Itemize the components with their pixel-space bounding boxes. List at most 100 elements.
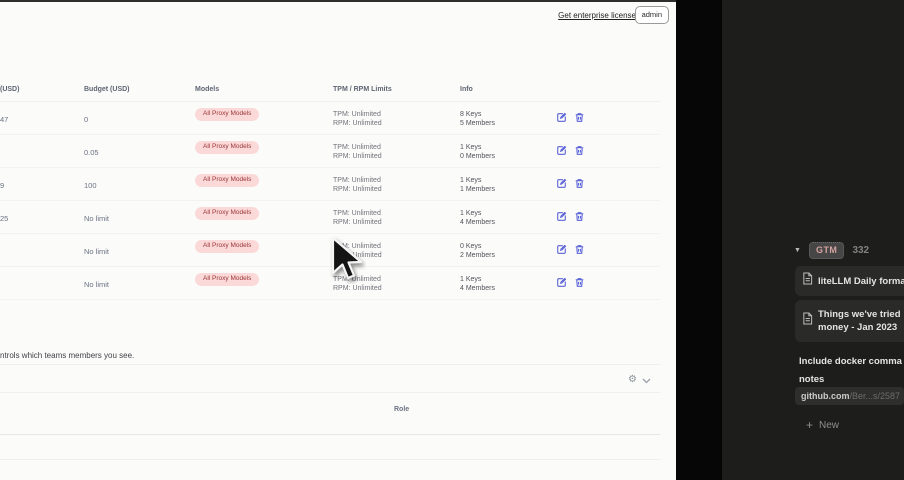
keys-count: 8 Keys: [460, 111, 482, 118]
role-column-header: Role: [394, 406, 410, 413]
note-title-line: Things we've tried: [818, 309, 901, 320]
models-cell: All Proxy Models: [195, 207, 320, 220]
row-actions: [556, 244, 600, 255]
models-cell: All Proxy Models: [195, 174, 320, 187]
note-title-line: money - Jan 2023: [818, 322, 898, 333]
limits-cell: TPM: Unlimited RPM: Unlimited: [333, 143, 448, 161]
budget-value: 100: [84, 181, 97, 190]
edit-team-icon[interactable]: [556, 244, 567, 255]
github-link[interactable]: github.com/Ber...s/2587: [795, 387, 904, 405]
models-badge: All Proxy Models: [195, 273, 260, 286]
delete-team-icon[interactable]: [574, 211, 585, 222]
row-actions: [556, 112, 600, 123]
notes-side-panel: ▼ GTM 332 liteLLM Daily forma Things we'…: [722, 0, 904, 480]
models-badge: All Proxy Models: [195, 141, 260, 154]
members-count: 4 Members: [460, 219, 496, 226]
table-row: No limit All Proxy Models TPM: Unlimited…: [0, 234, 660, 267]
admin-user-button[interactable]: admin: [634, 6, 669, 24]
info-cell: 8 Keys 5 Members: [460, 110, 550, 128]
models-cell: All Proxy Models: [195, 273, 320, 286]
column-header-limits: TPM / RPM Limits: [333, 86, 392, 93]
rpm-limit: RPM: Unlimited: [333, 219, 382, 226]
limits-cell: TPM: Unlimited RPM: Unlimited: [333, 110, 448, 128]
edit-team-icon[interactable]: [556, 178, 567, 189]
row-actions: [556, 178, 600, 189]
table-row: 47 0 All Proxy Models TPM: Unlimited RPM…: [0, 102, 660, 135]
edit-team-icon[interactable]: [556, 277, 567, 288]
table-row: 0.05 All Proxy Models TPM: Unlimited RPM…: [0, 135, 660, 168]
keys-count: 1 Keys: [460, 210, 482, 217]
limits-cell: TPM: Unlimited RPM: Unlimited: [333, 209, 448, 227]
gear-icon[interactable]: ⚙: [628, 374, 637, 385]
spend-value: 25: [0, 214, 9, 223]
collapse-triangle-icon[interactable]: ▼: [794, 247, 801, 254]
models-badge: All Proxy Models: [195, 108, 260, 121]
models-badge: All Proxy Models: [195, 174, 260, 187]
chevron-down-icon[interactable]: [642, 371, 651, 389]
tpm-limit: TPM: Unlimited: [333, 111, 381, 118]
dark-gap-strip: [676, 0, 722, 480]
tag-count: 332: [852, 245, 870, 256]
row-actions: [556, 145, 600, 156]
info-cell: 1 Keys 4 Members: [460, 209, 550, 227]
delete-team-icon[interactable]: [574, 178, 585, 189]
tpm-limit: TPM: Unlimited: [333, 276, 381, 283]
spend-value: 47: [0, 115, 9, 124]
edit-team-icon[interactable]: [556, 112, 567, 123]
limits-cell: TPM: Unlimited RPM: Unlimited: [333, 275, 448, 293]
document-icon: [802, 272, 813, 290]
rpm-limit: RPM: Unlimited: [333, 285, 382, 292]
info-cell: 1 Keys 1 Members: [460, 176, 550, 194]
table-row: No limit All Proxy Models TPM: Unlimited…: [0, 267, 660, 300]
edit-team-icon[interactable]: [556, 145, 567, 156]
models-cell: All Proxy Models: [195, 240, 320, 253]
rpm-limit: RPM: Unlimited: [333, 153, 382, 160]
enterprise-license-link[interactable]: Get enterprise license: [558, 11, 636, 20]
note-card[interactable]: Include docker comma notes: [799, 351, 904, 387]
tpm-limit: TPM: Unlimited: [333, 243, 381, 250]
note-card-title: Include docker comma notes: [799, 356, 902, 385]
delete-team-icon[interactable]: [574, 277, 585, 288]
rpm-limit: RPM: Unlimited: [333, 252, 382, 259]
budget-value: No limit: [84, 247, 110, 256]
info-cell: 1 Keys 0 Members: [460, 143, 550, 161]
plus-icon: +: [806, 418, 814, 432]
table-header-row: (USD) Budget (USD) Models TPM / RPM Limi…: [0, 77, 660, 102]
note-card[interactable]: Things we've tried money - Jan 2023: [795, 300, 904, 342]
divider: [0, 434, 660, 435]
row-actions: [556, 211, 600, 222]
rpm-limit: RPM: Unlimited: [333, 120, 382, 127]
column-header-models: Models: [195, 86, 220, 93]
table-settings-cluster: ⚙: [628, 371, 651, 389]
delete-team-icon[interactable]: [574, 145, 585, 156]
tpm-limit: TPM: Unlimited: [333, 177, 381, 184]
link-domain: github.com: [801, 391, 850, 401]
note-card[interactable]: liteLLM Daily forma: [795, 266, 904, 296]
link-path: /Ber...s/2587: [849, 391, 901, 401]
spend-value: 9: [0, 181, 5, 190]
members-count: 1 Members: [460, 186, 496, 193]
limits-cell: TPM: Unlimited RPM: Unlimited: [333, 176, 448, 194]
divider: [0, 392, 660, 393]
edit-team-icon[interactable]: [556, 211, 567, 222]
budget-value: No limit: [84, 280, 110, 289]
column-header-spend: (USD): [0, 86, 20, 93]
table-row: 25 No limit All Proxy Models TPM: Unlimi…: [0, 201, 660, 234]
new-button-label: New: [819, 419, 840, 431]
delete-team-icon[interactable]: [574, 112, 585, 123]
note-title-line: Include docker comma: [799, 356, 902, 367]
role-note-text: ntrols which teams members you see.: [0, 351, 135, 360]
note-card-title: Things we've tried money - Jan 2023: [818, 308, 901, 334]
row-actions: [556, 277, 600, 288]
members-count: 2 Members: [460, 252, 496, 259]
rpm-limit: RPM: Unlimited: [333, 186, 382, 193]
delete-team-icon[interactable]: [574, 244, 585, 255]
budget-value: 0: [84, 115, 89, 124]
divider: [0, 459, 660, 460]
document-icon: [802, 312, 813, 330]
gtm-tag[interactable]: GTM: [808, 242, 845, 259]
new-note-button[interactable]: + New: [806, 419, 839, 431]
models-cell: All Proxy Models: [195, 141, 320, 154]
models-badge: All Proxy Models: [195, 240, 260, 253]
members-count: 5 Members: [460, 120, 496, 127]
